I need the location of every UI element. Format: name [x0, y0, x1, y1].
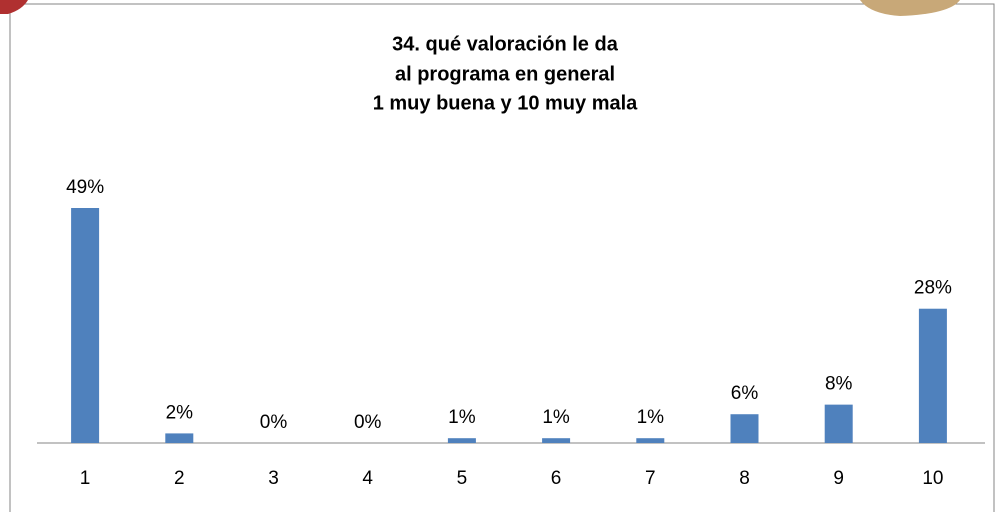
x-tick-label: 9: [833, 468, 844, 489]
logo-right: [860, 0, 960, 16]
x-tick-label: 6: [551, 468, 562, 489]
x-tick-label: 3: [268, 468, 279, 489]
x-tick-label: 10: [922, 468, 943, 489]
bar: [71, 208, 100, 443]
x-tick-label: 4: [362, 468, 373, 489]
bar: [824, 404, 853, 443]
data-label: 1%: [448, 407, 476, 428]
bar: [165, 433, 194, 443]
logo-left: [0, 0, 28, 14]
chart-title: 34. qué valoración le da: [392, 33, 619, 55]
bar: [730, 414, 759, 443]
bar: [447, 438, 476, 443]
data-label: 28%: [914, 278, 952, 299]
data-label: 0%: [354, 412, 382, 433]
data-label: 6%: [731, 383, 759, 404]
data-label: 8%: [825, 374, 853, 395]
data-label: 1%: [542, 407, 570, 428]
x-tick-label: 5: [457, 468, 468, 489]
x-tick-label: 8: [739, 468, 750, 489]
x-tick-label: 1: [80, 468, 91, 489]
bar: [918, 308, 947, 443]
x-tick-label: 7: [645, 468, 656, 489]
data-label: 49%: [66, 177, 104, 198]
chart-title: 1 muy buena y 10 muy mala: [373, 92, 638, 114]
data-label: 2%: [166, 402, 194, 423]
data-label: 1%: [637, 407, 665, 428]
chart-title: al programa en general: [395, 63, 615, 85]
bar: [636, 438, 665, 443]
x-tick-label: 2: [174, 468, 185, 489]
bar: [542, 438, 571, 443]
data-label: 0%: [260, 412, 288, 433]
